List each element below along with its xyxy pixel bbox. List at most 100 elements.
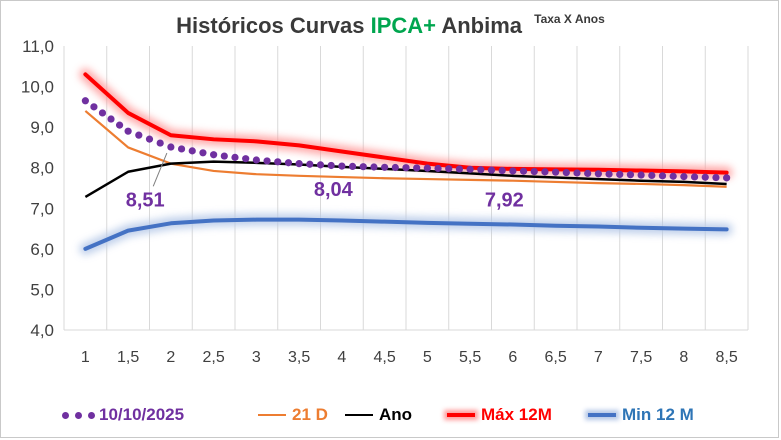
series-point [413, 164, 421, 172]
series-point [370, 163, 378, 171]
x-tick-label: 5,5 [459, 349, 481, 366]
series-point [391, 163, 399, 172]
x-tick-label: 4 [337, 349, 346, 366]
series-point [669, 172, 677, 180]
series-point [690, 173, 699, 181]
annotation-label: 8,04 [314, 179, 354, 201]
y-tick-label: 10,0 [21, 78, 54, 97]
title-superscript: Taxa X Anos [534, 12, 605, 26]
title-highlight: IPCA+ [370, 13, 437, 38]
y-tick-label: 4,0 [30, 321, 54, 340]
legend-label: 10/10/2025 [99, 405, 185, 424]
legend-label: Ano [379, 405, 413, 424]
legend-item: Máx 12M [447, 400, 552, 430]
series-point [605, 170, 613, 178]
annotation-label: 7,92 [485, 189, 524, 211]
x-tick-label: 1,5 [117, 349, 139, 366]
series-point [723, 174, 731, 182]
series-point [263, 157, 271, 165]
title-part2: Anbima [441, 13, 522, 38]
x-tick-label: 6 [508, 349, 517, 366]
series-point [712, 173, 720, 182]
legend-swatch [447, 413, 475, 417]
y-tick-label: 7,0 [30, 199, 54, 218]
x-tick-label: 2 [166, 349, 175, 366]
series-point [562, 168, 570, 177]
legend-item: 10/10/2025 [62, 400, 184, 430]
series-point [220, 152, 228, 160]
series-point [338, 162, 346, 170]
title-part1: Históricos Curvas [176, 13, 365, 38]
legend-label: Máx 12M [481, 405, 552, 424]
series-point [167, 143, 175, 151]
y-tick-label: 8,0 [30, 159, 54, 178]
legend-swatch [258, 413, 286, 417]
chart-plot: 4,0 5,0 6,0 7,0 8,0 9,0 10,0 11,0 1 1,5 2 2,5 3 3,5 4… [21, 37, 749, 366]
series-point [434, 164, 442, 173]
annotation-leader-line [152, 152, 168, 187]
series-point [242, 155, 250, 163]
series-line [83, 217, 729, 251]
x-tick-label: 1 [81, 349, 90, 366]
series-point [199, 149, 207, 157]
x-tick-label: 8 [679, 349, 688, 366]
series-point [477, 166, 485, 174]
series-point [509, 167, 517, 175]
y-tick-label: 5,0 [30, 280, 54, 299]
series-point [90, 103, 98, 111]
chart-title: Históricos Curvas IPCA+ Anbima Taxa X An… [0, 12, 781, 39]
series-point [156, 139, 164, 147]
y-tick-label: 9,0 [30, 118, 54, 137]
series-point [81, 97, 89, 105]
series-point [530, 167, 538, 176]
legend-item: Min 12 M [588, 400, 694, 430]
series-point [552, 168, 560, 176]
series-point [145, 135, 154, 143]
annotation-label: 8,51 [126, 189, 165, 211]
series-point [306, 160, 314, 168]
series-point [658, 172, 667, 180]
series-point [584, 169, 592, 177]
series-point [188, 147, 196, 155]
series-point [359, 163, 367, 171]
series-point [487, 166, 496, 174]
x-tick-label: 3 [252, 349, 261, 366]
series-point [284, 159, 293, 167]
series-point [626, 171, 635, 179]
series-point [124, 127, 132, 135]
series-point [594, 170, 602, 178]
series-point [648, 171, 656, 180]
series-point [98, 109, 107, 117]
series-point [423, 164, 431, 172]
series-10-10-2025 [81, 97, 731, 182]
y-tick-label: 11,0 [22, 37, 54, 56]
series-point [616, 170, 624, 179]
series-point [381, 163, 389, 171]
series-line [84, 110, 727, 188]
series-line [83, 72, 729, 175]
series-point [455, 165, 464, 173]
series-point [573, 169, 581, 177]
series-point [402, 164, 410, 172]
series-point [210, 151, 218, 159]
x-tick-label: 2,5 [203, 349, 225, 366]
series-point [274, 158, 282, 166]
series-point [541, 168, 549, 176]
series-point [316, 161, 325, 169]
series-point [637, 171, 645, 179]
series-point [348, 162, 357, 170]
series-point [295, 160, 303, 168]
series-point [701, 173, 709, 181]
series-point [115, 121, 124, 129]
series-point [327, 161, 335, 170]
series-point [445, 165, 453, 173]
legend-swatch [588, 413, 616, 417]
series-point [466, 165, 474, 173]
x-tick-label: 7,5 [630, 349, 652, 366]
x-tick-label: 6,5 [545, 349, 567, 366]
x-tick-label: 7 [594, 349, 603, 366]
y-tick-label: 6,0 [30, 240, 54, 259]
series-point [231, 153, 239, 161]
legend-swatch [62, 411, 95, 419]
